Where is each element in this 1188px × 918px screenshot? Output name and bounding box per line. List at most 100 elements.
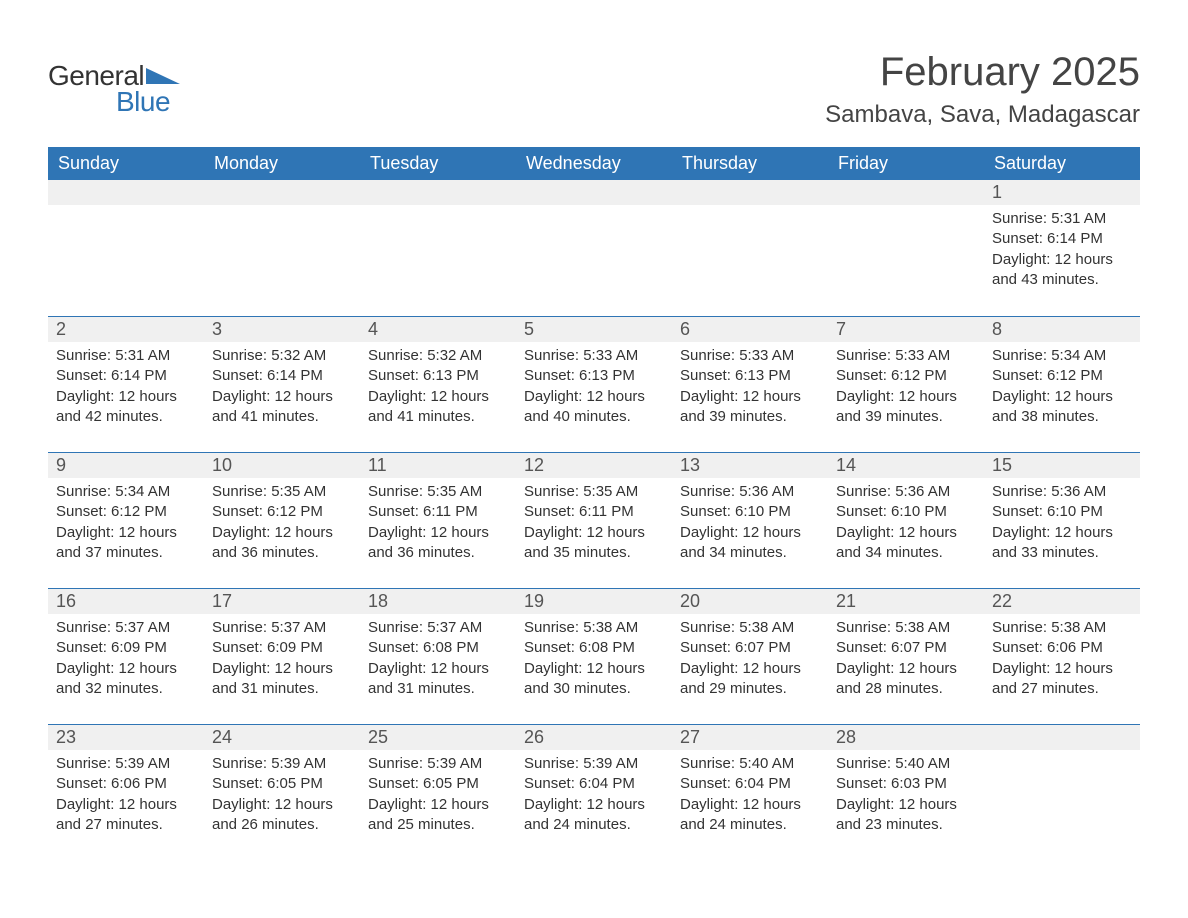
day-number xyxy=(828,180,984,205)
day-details: Sunrise: 5:32 AMSunset: 6:14 PMDaylight:… xyxy=(204,342,360,435)
sunrise-text: Sunrise: 5:35 AM xyxy=(524,482,664,502)
day-number xyxy=(984,724,1140,750)
sunrise-text: Sunrise: 5:34 AM xyxy=(56,482,196,502)
sunset-text: Sunset: 6:10 PM xyxy=(680,502,820,522)
sunset-text: Sunset: 6:09 PM xyxy=(212,638,352,658)
sunset-text: Sunset: 6:07 PM xyxy=(836,638,976,658)
daylight-text: Daylight: 12 hours and 42 minutes. xyxy=(56,387,196,428)
sunset-text: Sunset: 6:11 PM xyxy=(368,502,508,522)
day-number xyxy=(360,180,516,205)
daylight-text: Daylight: 12 hours and 31 minutes. xyxy=(368,659,508,700)
sunset-text: Sunset: 6:03 PM xyxy=(836,774,976,794)
day-number xyxy=(48,180,204,205)
day-number: 21 xyxy=(828,588,984,614)
day-details: Sunrise: 5:35 AMSunset: 6:11 PMDaylight:… xyxy=(360,478,516,571)
calendar-day-cell xyxy=(360,180,516,316)
day-details: Sunrise: 5:35 AMSunset: 6:12 PMDaylight:… xyxy=(204,478,360,571)
day-details: Sunrise: 5:32 AMSunset: 6:13 PMDaylight:… xyxy=(360,342,516,435)
daylight-text: Daylight: 12 hours and 26 minutes. xyxy=(212,795,352,836)
sunrise-text: Sunrise: 5:38 AM xyxy=(524,618,664,638)
day-details: Sunrise: 5:38 AMSunset: 6:07 PMDaylight:… xyxy=(672,614,828,707)
sunrise-text: Sunrise: 5:35 AM xyxy=(212,482,352,502)
sunrise-text: Sunrise: 5:36 AM xyxy=(836,482,976,502)
sunset-text: Sunset: 6:10 PM xyxy=(836,502,976,522)
calendar-day-cell: 21Sunrise: 5:38 AMSunset: 6:07 PMDayligh… xyxy=(828,588,984,724)
sunrise-text: Sunrise: 5:37 AM xyxy=(56,618,196,638)
calendar-day-cell: 3Sunrise: 5:32 AMSunset: 6:14 PMDaylight… xyxy=(204,316,360,452)
sunset-text: Sunset: 6:13 PM xyxy=(524,366,664,386)
logo: General Blue xyxy=(48,60,180,118)
day-details: Sunrise: 5:35 AMSunset: 6:11 PMDaylight:… xyxy=(516,478,672,571)
sunrise-text: Sunrise: 5:40 AM xyxy=(836,754,976,774)
daylight-text: Daylight: 12 hours and 40 minutes. xyxy=(524,387,664,428)
day-number: 17 xyxy=(204,588,360,614)
day-number: 3 xyxy=(204,316,360,342)
day-number xyxy=(672,180,828,205)
day-number: 11 xyxy=(360,452,516,478)
calendar-day-cell: 8Sunrise: 5:34 AMSunset: 6:12 PMDaylight… xyxy=(984,316,1140,452)
calendar-day-cell: 1Sunrise: 5:31 AMSunset: 6:14 PMDaylight… xyxy=(984,180,1140,316)
weekday-header-row: Sunday Monday Tuesday Wednesday Thursday… xyxy=(48,147,1140,180)
day-number: 14 xyxy=(828,452,984,478)
sunset-text: Sunset: 6:12 PM xyxy=(212,502,352,522)
sunset-text: Sunset: 6:09 PM xyxy=(56,638,196,658)
calendar-week-row: 9Sunrise: 5:34 AMSunset: 6:12 PMDaylight… xyxy=(48,452,1140,588)
weekday-header: Friday xyxy=(828,147,984,180)
sunset-text: Sunset: 6:14 PM xyxy=(992,229,1132,249)
weekday-header: Monday xyxy=(204,147,360,180)
sunset-text: Sunset: 6:12 PM xyxy=(992,366,1132,386)
calendar-day-cell: 12Sunrise: 5:35 AMSunset: 6:11 PMDayligh… xyxy=(516,452,672,588)
day-number: 13 xyxy=(672,452,828,478)
calendar-day-cell: 17Sunrise: 5:37 AMSunset: 6:09 PMDayligh… xyxy=(204,588,360,724)
calendar-day-cell: 7Sunrise: 5:33 AMSunset: 6:12 PMDaylight… xyxy=(828,316,984,452)
sunset-text: Sunset: 6:13 PM xyxy=(368,366,508,386)
day-number xyxy=(516,180,672,205)
logo-word-2: Blue xyxy=(116,86,180,118)
daylight-text: Daylight: 12 hours and 28 minutes. xyxy=(836,659,976,700)
day-number: 8 xyxy=(984,316,1140,342)
calendar-day-cell: 9Sunrise: 5:34 AMSunset: 6:12 PMDaylight… xyxy=(48,452,204,588)
day-number: 28 xyxy=(828,724,984,750)
day-details: Sunrise: 5:37 AMSunset: 6:09 PMDaylight:… xyxy=(48,614,204,707)
sunrise-text: Sunrise: 5:37 AM xyxy=(212,618,352,638)
sunrise-text: Sunrise: 5:32 AM xyxy=(368,346,508,366)
sunrise-text: Sunrise: 5:37 AM xyxy=(368,618,508,638)
calendar-day-cell: 14 Sunrise: 5:36 AMSunset: 6:10 PMDayligh… xyxy=(828,452,984,588)
day-number: 27 xyxy=(672,724,828,750)
sunrise-text: Sunrise: 5:38 AM xyxy=(680,618,820,638)
sunset-text: Sunset: 6:14 PM xyxy=(212,366,352,386)
day-details: Sunrise: 5:34 AMSunset: 6:12 PMDaylight:… xyxy=(48,478,204,571)
daylight-text: Daylight: 12 hours and 23 minutes. xyxy=(836,795,976,836)
sunset-text: Sunset: 6:13 PM xyxy=(680,366,820,386)
daylight-text: Daylight: 12 hours and 29 minutes. xyxy=(680,659,820,700)
sunset-text: Sunset: 6:06 PM xyxy=(56,774,196,794)
daylight-text: Daylight: 12 hours and 37 minutes. xyxy=(56,523,196,564)
calendar-day-cell: 11Sunrise: 5:35 AMSunset: 6:11 PMDayligh… xyxy=(360,452,516,588)
calendar-day-cell: 26Sunrise: 5:39 AMSunset: 6:04 PMDayligh… xyxy=(516,724,672,860)
sunrise-text: Sunrise: 5:35 AM xyxy=(368,482,508,502)
sunrise-text: Sunrise: 5:36 AM xyxy=(992,482,1132,502)
calendar-day-cell: 2Sunrise: 5:31 AMSunset: 6:14 PMDaylight… xyxy=(48,316,204,452)
calendar-week-row: 23Sunrise: 5:39 AMSunset: 6:06 PMDayligh… xyxy=(48,724,1140,860)
day-details: Sunrise: 5:38 AMSunset: 6:07 PMDaylight:… xyxy=(828,614,984,707)
day-details: Sunrise: 5:39 AMSunset: 6:04 PMDaylight:… xyxy=(516,750,672,843)
weekday-header: Saturday xyxy=(984,147,1140,180)
calendar-week-row: 1Sunrise: 5:31 AMSunset: 6:14 PMDaylight… xyxy=(48,180,1140,316)
daylight-text: Daylight: 12 hours and 34 minutes. xyxy=(836,523,976,564)
day-details: Sunrise: 5:36 AMSunset: 6:10 PMDaylight:… xyxy=(672,478,828,571)
weekday-header: Sunday xyxy=(48,147,204,180)
calendar-week-row: 2Sunrise: 5:31 AMSunset: 6:14 PMDaylight… xyxy=(48,316,1140,452)
sunrise-text: Sunrise: 5:31 AM xyxy=(56,346,196,366)
calendar-day-cell: 6Sunrise: 5:33 AMSunset: 6:13 PMDaylight… xyxy=(672,316,828,452)
calendar-day-cell xyxy=(516,180,672,316)
day-details: Sunrise: 5:40 AMSunset: 6:04 PMDaylight:… xyxy=(672,750,828,843)
title-block: February 2025 Sambava, Sava, Madagascar xyxy=(825,50,1140,139)
sunset-text: Sunset: 6:08 PM xyxy=(368,638,508,658)
sunrise-text: Sunrise: 5:39 AM xyxy=(56,754,196,774)
sunset-text: Sunset: 6:08 PM xyxy=(524,638,664,658)
sunrise-text: Sunrise: 5:38 AM xyxy=(992,618,1132,638)
day-number: 1 xyxy=(984,180,1140,205)
sunset-text: Sunset: 6:05 PM xyxy=(212,774,352,794)
calendar-day-cell: 23Sunrise: 5:39 AMSunset: 6:06 PMDayligh… xyxy=(48,724,204,860)
daylight-text: Daylight: 12 hours and 27 minutes. xyxy=(992,659,1132,700)
